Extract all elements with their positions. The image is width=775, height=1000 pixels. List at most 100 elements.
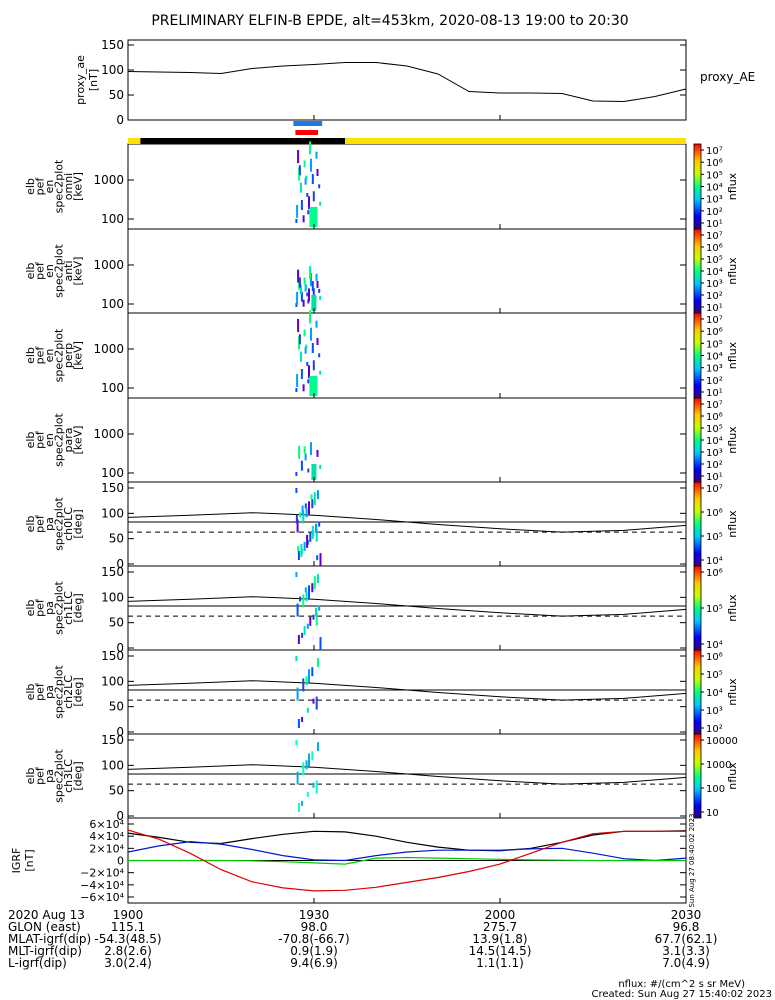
- flux-cell: [305, 175, 308, 180]
- ytick-label: 100: [101, 466, 124, 480]
- flux-cell: [310, 327, 312, 341]
- ylabel-line: elb: [24, 768, 37, 785]
- flux-cell: [298, 334, 301, 345]
- pa-flux-cell: [302, 678, 305, 692]
- x-tick-l-1: 9.4(6.9): [290, 956, 338, 970]
- ylabel-line: elb: [24, 516, 37, 533]
- x-tick-mlt-0: 2.8(2.6): [104, 944, 152, 958]
- ylabel-line: ch0LC: [62, 507, 75, 541]
- ytick-label: 0: [116, 557, 124, 571]
- ylabel-line: [keV]: [72, 172, 85, 201]
- flux-cell: [315, 320, 318, 328]
- cbar-tick-label: 1000: [706, 760, 731, 771]
- pa-flux-cell: [301, 800, 304, 806]
- flux-cell: [300, 460, 303, 471]
- flux-cell: [319, 464, 322, 469]
- ylabel-line: [keV]: [72, 426, 85, 455]
- pa-ch0lc: [127, 488, 687, 567]
- flux-cell: [307, 379, 310, 384]
- ylabel-line: spec2plot: [53, 244, 66, 298]
- proxy-ae-line: [127, 62, 687, 103]
- orbit-bar-yellow: [128, 138, 686, 144]
- ylabel-line: spec2plot: [53, 159, 66, 213]
- flux-cell: [295, 388, 298, 392]
- ylabel-line: spec2plot: [53, 749, 66, 803]
- spectrogram-perp: [295, 310, 322, 396]
- cbar-tick-label: 10¹: [706, 219, 723, 230]
- cbar-tick-label: 10⁵: [706, 604, 723, 615]
- ytick-label: 150: [101, 565, 124, 579]
- ytick-label: −4×10⁴: [80, 879, 124, 892]
- flux-cell: [308, 365, 310, 379]
- flux-cell: [305, 344, 308, 349]
- pa-ch2lc: [127, 656, 687, 728]
- flux-cell: [296, 373, 299, 387]
- pa-flux-cell: [302, 594, 305, 608]
- cbar-tick-label: 10¹: [706, 472, 723, 483]
- flux-cell: [307, 468, 310, 473]
- flux-cell: [308, 196, 310, 210]
- x-tick-mlat-3: 67.7(62.1): [655, 932, 718, 946]
- pa-flux-cell: [308, 501, 310, 515]
- spectrogram-anti: [295, 266, 322, 311]
- flux-cell: [300, 291, 303, 302]
- cbar-tick-label: 10⁷: [706, 146, 723, 157]
- flux-cell: [310, 273, 312, 287]
- x-tick-time-3: 2030: [671, 908, 702, 922]
- ytick-label: 150: [101, 649, 124, 663]
- cbar-tick-label: 10⁶: [706, 568, 723, 579]
- cbar-tick-label: 10⁴: [706, 688, 723, 699]
- flux-cell: [302, 215, 305, 223]
- igrf-red-line: [127, 829, 686, 892]
- cbar-tick-label: 10³: [706, 448, 723, 459]
- cbar-tick-label: 10⁵: [706, 170, 723, 181]
- flux-cell: [299, 351, 302, 362]
- perp-panel-frame: [127, 312, 687, 399]
- cbar-tick-label: 10²: [706, 291, 723, 302]
- igrf-side-note: Sun Aug 27 08:40:02 2023: [688, 813, 696, 907]
- x-tick-mlt-2: 14.5(14.5): [469, 944, 532, 958]
- ylabel-line: pef: [34, 346, 47, 365]
- ylabel-line: en: [43, 180, 56, 194]
- flux-cell: [309, 207, 318, 227]
- colorbar: [693, 397, 702, 483]
- flux-cell: [303, 329, 306, 337]
- flux-cell: [298, 445, 301, 459]
- ytick-label: 50: [109, 532, 124, 546]
- ytick-label: −6×10⁴: [80, 891, 124, 904]
- pa-flux-cell: [308, 669, 310, 683]
- flux-cell: [295, 219, 298, 223]
- x-tick-time-2: 2000: [485, 908, 516, 922]
- x-tick-mlat-1: -70.8(-66.7): [278, 932, 349, 946]
- pa-ch3lc: [127, 740, 687, 812]
- omni-panel-frame: [127, 143, 687, 230]
- pa-flux-cell: [295, 514, 298, 524]
- colorbar-label: nflux: [726, 510, 739, 538]
- pa-flux-cell: [306, 707, 309, 713]
- ytick-label: 0: [116, 113, 124, 127]
- pa-flux-cell: [318, 521, 321, 527]
- ylabel-line: pef: [34, 430, 47, 449]
- pa-flux-cell: [305, 760, 308, 770]
- flux-cell: [316, 169, 319, 176]
- pa-flux-cell: [308, 753, 310, 767]
- colorbar-label: nflux: [726, 257, 739, 285]
- flux-cell: [307, 210, 310, 215]
- ylabel-line: elb: [24, 347, 37, 364]
- ytick-label: 50: [109, 88, 124, 102]
- flux-cell: [318, 184, 321, 189]
- x-tick-l-0: 3.0(2.4): [104, 956, 152, 970]
- pa-flux-cell: [302, 762, 305, 776]
- panel-perp-axis: 1000100elbpefenspec2plotperp[keV]10⁷10⁶1…: [24, 312, 739, 399]
- pa-flux-cell: [309, 532, 312, 542]
- ylabel-line: spec2plot: [53, 581, 66, 635]
- pa-flux-cell: [301, 632, 304, 638]
- ylabel-line: pa: [43, 517, 56, 531]
- x-tick-mlt-3: 3.1(3.3): [662, 944, 710, 958]
- pa-flux-cell: [303, 625, 306, 635]
- ylabel-line: perp: [62, 343, 75, 368]
- cbar-tick-label: 10⁶: [706, 652, 723, 663]
